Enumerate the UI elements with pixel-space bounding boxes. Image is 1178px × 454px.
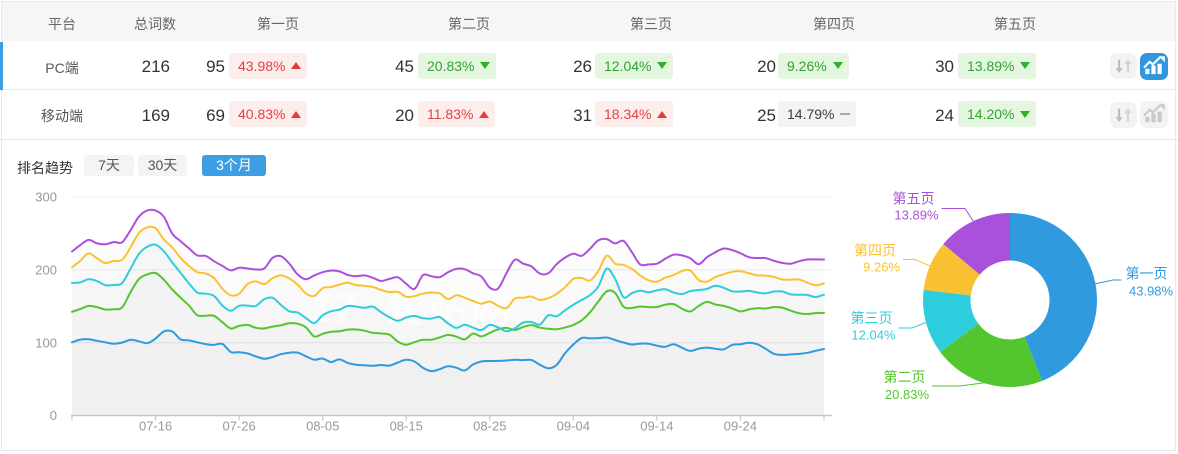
svg-text:12.04%: 12.04% — [851, 328, 896, 343]
svg-text:08-15: 08-15 — [390, 419, 423, 434]
svg-text:200: 200 — [35, 262, 57, 277]
svg-text:07-16: 07-16 — [139, 419, 172, 434]
svg-text:20.83%: 20.83% — [885, 387, 930, 402]
svg-text:07-26: 07-26 — [222, 419, 255, 434]
svg-text:43.98%: 43.98% — [1129, 284, 1174, 299]
svg-text:100: 100 — [35, 335, 57, 350]
svg-text:09-24: 09-24 — [724, 419, 757, 434]
svg-text:第四页: 第四页 — [854, 243, 896, 259]
svg-text:13.89%: 13.89% — [894, 208, 939, 223]
svg-text:第五页: 第五页 — [893, 191, 935, 207]
svg-text:9.26%: 9.26% — [863, 260, 900, 275]
svg-text:08-25: 08-25 — [473, 419, 506, 434]
svg-text:第三页: 第三页 — [851, 310, 893, 326]
svg-text:17: 17 — [310, 284, 358, 331]
svg-text:09-04: 09-04 — [557, 419, 590, 434]
svg-text:09-14: 09-14 — [640, 419, 673, 434]
svg-text:08-05: 08-05 — [306, 419, 339, 434]
svg-text:0: 0 — [50, 408, 57, 423]
svg-text:第二页: 第二页 — [884, 369, 926, 385]
svg-text:第一页: 第一页 — [1126, 266, 1168, 282]
svg-text:300: 300 — [35, 190, 57, 205]
